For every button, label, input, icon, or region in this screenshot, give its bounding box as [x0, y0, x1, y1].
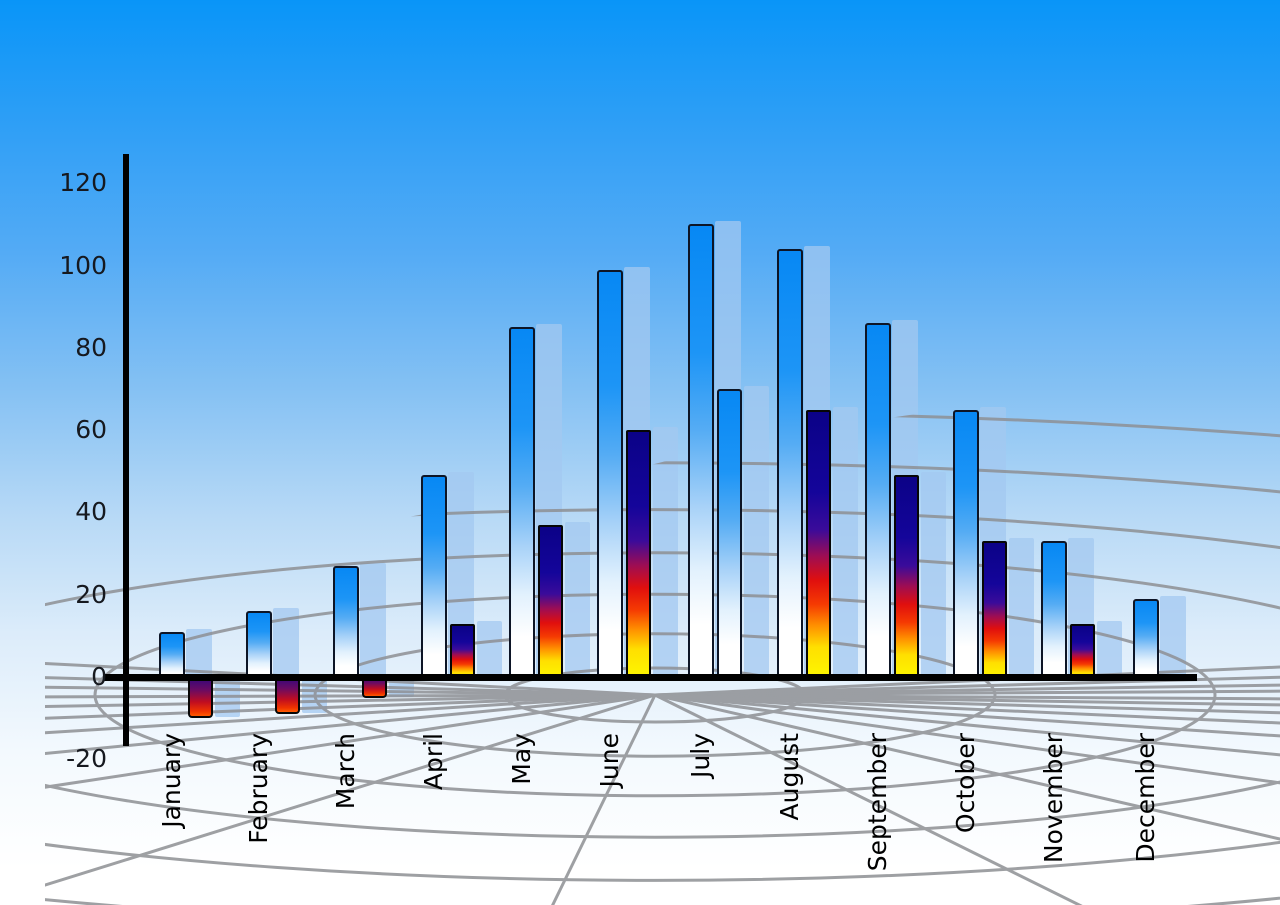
grid-radial-line	[654, 693, 1280, 905]
bar-may-primary	[509, 327, 535, 681]
x-label-september: September	[863, 733, 892, 872]
grid-radial-line	[654, 677, 1280, 697]
bar-november-secondary	[1070, 623, 1095, 681]
bar-april-secondary	[450, 623, 475, 681]
bar-january-secondary	[188, 674, 213, 719]
grid-radial-line	[45, 693, 656, 905]
grid-radial-line	[45, 693, 656, 849]
bar-october-primary	[953, 409, 979, 681]
y-label-100: 100	[59, 250, 107, 280]
grid-radial-line	[654, 693, 1280, 770]
y-label--20: -20	[66, 744, 107, 774]
bar-august-primary	[777, 249, 803, 681]
grid-radial-line	[654, 693, 1280, 810]
bar-september-secondary	[894, 475, 919, 681]
grid-ellipse	[45, 551, 1280, 839]
grid-ellipse	[93, 592, 1217, 798]
x-label-february: February	[244, 733, 273, 844]
bar-august-secondary-shadow	[833, 406, 858, 679]
x-label-june: June	[595, 733, 624, 788]
grid-radial-line	[654, 693, 1280, 905]
bar-november-primary	[1041, 541, 1067, 681]
bar-november-secondary-shadow	[1097, 620, 1122, 679]
bar-april-primary	[421, 475, 447, 681]
grid-radial-line	[45, 693, 656, 705]
bar-may-secondary-shadow	[565, 521, 590, 679]
bar-december-primary	[1133, 598, 1159, 681]
y-label-120: 120	[59, 168, 107, 198]
x-label-november: November	[1039, 733, 1068, 864]
zero-baseline-line	[104, 674, 1197, 681]
grid-radial-line	[45, 564, 656, 697]
grid-radial-line	[654, 620, 1280, 697]
bar-september-primary	[865, 323, 891, 681]
x-label-march: March	[331, 733, 360, 810]
x-label-july: July	[686, 733, 715, 778]
grid-radial-line	[654, 693, 1280, 738]
bar-october-secondary	[982, 541, 1007, 681]
x-label-december: December	[1131, 733, 1160, 863]
grid-radial-line	[654, 693, 1280, 713]
grid-radial-line	[654, 652, 1280, 697]
bar-october-secondary-shadow	[1009, 538, 1034, 679]
y-label-0: 0	[91, 662, 107, 691]
x-label-april: April	[419, 733, 448, 791]
y-axis-line	[123, 154, 129, 746]
grid-radial-line	[426, 694, 657, 905]
x-label-may: May	[507, 733, 536, 785]
grid-ellipse	[45, 508, 1280, 882]
y-label-40: 40	[75, 497, 107, 527]
bar-june-secondary	[626, 430, 651, 681]
x-label-january: January	[157, 733, 186, 828]
bar-may-secondary	[538, 524, 563, 681]
bar-june-primary	[597, 269, 623, 681]
bar-july-secondary	[717, 388, 742, 681]
bar-december-primary-shadow	[1160, 595, 1186, 679]
grid-radial-line	[45, 693, 656, 746]
x-label-october: October	[951, 733, 980, 834]
bar-september-secondary-shadow	[921, 472, 946, 679]
grid-radial-line	[45, 693, 656, 905]
grid-radial-line	[45, 660, 656, 697]
bar-july-secondary-shadow	[744, 385, 769, 679]
grid-radial-line	[654, 693, 1280, 905]
grid-radial-line	[45, 693, 656, 905]
x-label-august: August	[775, 733, 804, 821]
grid-radial-line	[654, 693, 1280, 905]
grid-radial-line	[45, 693, 656, 794]
y-label-60: 60	[75, 415, 107, 445]
y-label-80: 80	[75, 332, 107, 362]
bar-april-secondary-shadow	[477, 620, 502, 679]
grid-radial-line	[654, 693, 1280, 857]
grid-radial-line	[45, 620, 656, 697]
y-label-20: 20	[75, 579, 107, 609]
